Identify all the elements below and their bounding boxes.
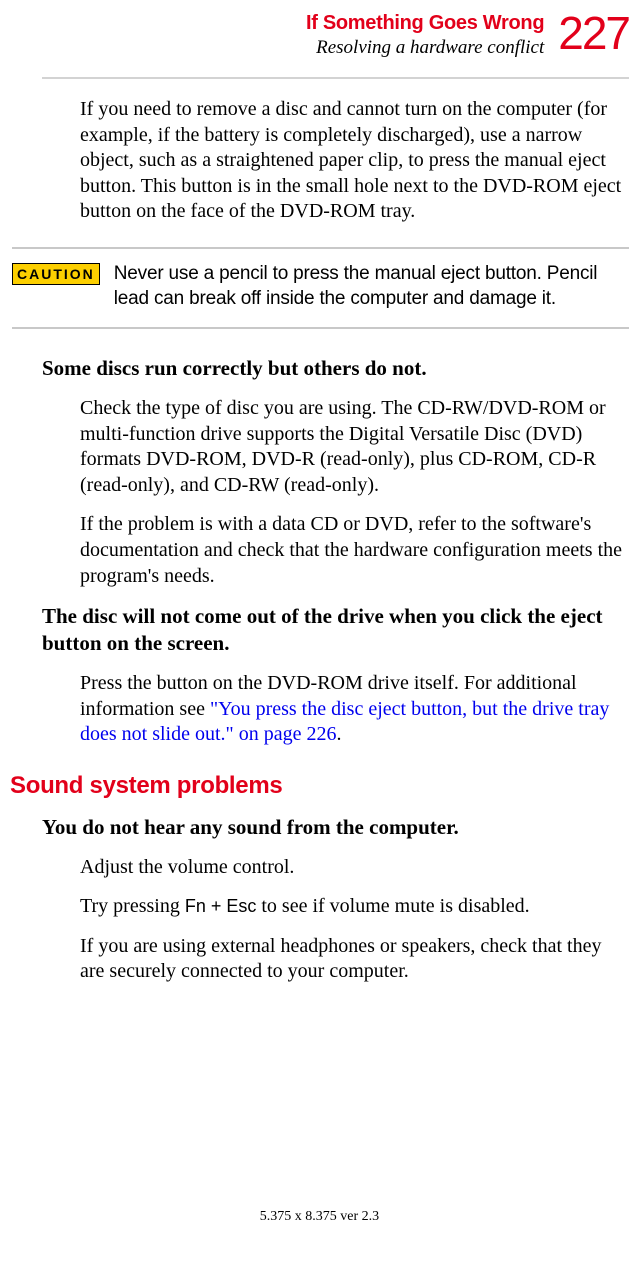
para-disc-types: Check the type of disc you are using. Th…: [80, 396, 627, 498]
para-headphones: If you are using external headphones or …: [80, 934, 627, 985]
para-fn-prefix: Try pressing: [80, 895, 185, 917]
caution-block: CAUTION Never use a pencil to press the …: [12, 261, 625, 311]
caution-badge: CAUTION: [12, 263, 100, 285]
section-title: Resolving a hardware conflict: [306, 37, 544, 59]
para-disc-problem: If the problem is with a data CD or DVD,…: [80, 512, 627, 589]
page-number: 227: [558, 10, 629, 56]
header-divider: [42, 77, 629, 79]
para-eject-suffix: .: [336, 723, 341, 745]
para-fn-suffix: to see if volume mute is disabled.: [256, 895, 529, 917]
heading-no-sound: You do not hear any sound from the compu…: [42, 814, 625, 841]
heading-sound-system: Sound system problems: [10, 772, 625, 800]
para-eject: Press the button on the DVD-ROM drive it…: [80, 671, 627, 748]
header-text-block: If Something Goes Wrong Resolving a hard…: [306, 10, 544, 59]
chapter-title: If Something Goes Wrong: [306, 12, 544, 35]
heading-some-discs: Some discs run correctly but others do n…: [42, 355, 625, 382]
caution-divider-bottom: [12, 327, 629, 329]
key-combo: Fn + Esc: [185, 896, 257, 916]
heading-eject: The disc will not come out of the drive …: [42, 603, 625, 657]
footer-text: 5.375 x 8.375 ver 2.3: [0, 1209, 639, 1225]
caution-divider-top: [12, 247, 629, 249]
caution-text: Never use a pencil to press the manual e…: [114, 261, 625, 311]
para-fn-esc: Try pressing Fn + Esc to see if volume m…: [80, 894, 627, 920]
intro-paragraph: If you need to remove a disc and cannot …: [80, 97, 625, 225]
para-adjust-volume: Adjust the volume control.: [80, 855, 627, 881]
page-header: If Something Goes Wrong Resolving a hard…: [0, 0, 639, 59]
